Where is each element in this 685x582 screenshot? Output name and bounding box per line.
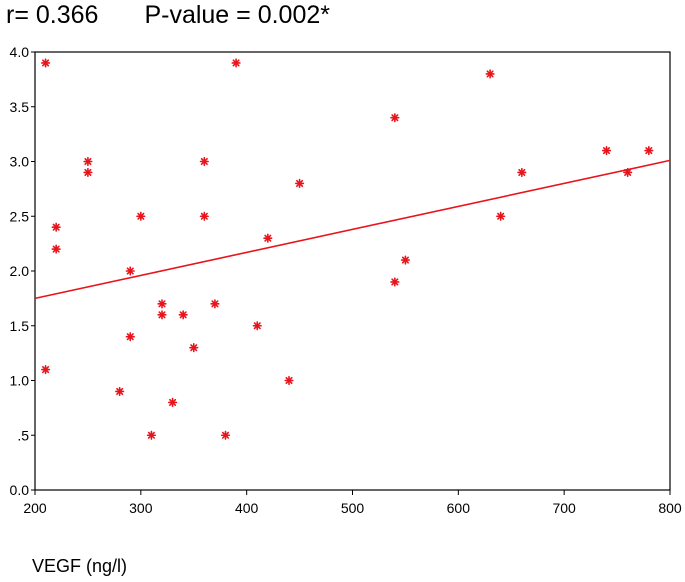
y-tick-label: .5 [17,427,29,443]
x-axis-label: VEGF (ng/l) [32,556,128,576]
x-tick-label: 500 [341,500,365,516]
data-point-asterisk [644,145,654,156]
data-point-asterisk [115,386,125,397]
data-point-asterisk [220,430,231,440]
x-tick-label: 600 [447,500,471,516]
y-tick-label: 1.5 [10,318,30,334]
data-point-asterisk [496,211,506,221]
x-axis: 200 300 400 500 600 700 800 [23,490,682,516]
data-point-asterisk [51,222,61,232]
data-point-asterisk [157,299,167,309]
data-point-asterisk [146,430,157,440]
data-point-asterisk [284,375,294,386]
y-tick-label: 3.0 [10,154,30,170]
data-point-asterisk [390,277,400,287]
data-point-asterisk [51,244,61,254]
data-point-asterisk [83,167,93,178]
y-tick-label: 4.0 [10,44,30,60]
regression-line [34,159,671,300]
data-point-asterisk [485,69,495,79]
data-point-asterisk [231,58,241,68]
data-point-asterisk [623,167,633,178]
y-tick-label: 2.0 [10,263,30,279]
data-point-asterisk [210,299,220,309]
data-point-asterisk [400,255,411,265]
x-tick-label: 400 [235,500,259,516]
data-point-asterisk [199,211,209,221]
y-tick-label: 3.5 [10,99,30,115]
data-point-asterisk [125,266,135,276]
data-point-asterisk [40,58,51,68]
data-point-asterisk [167,397,178,408]
data-point-asterisk [83,156,93,167]
data-point-asterisk [178,310,188,320]
x-tick-label: 200 [23,500,47,516]
correlation-label: r= 0.366 [6,1,99,29]
chart-title: r= 0.366 P-value = 0.002* [6,0,376,32]
data-point-asterisk [263,233,273,243]
y-axis: 0.0 .5 1.0 1.5 2.0 2.5 3.0 3.5 4.0 [10,44,35,498]
x-tick-label: 300 [129,500,153,516]
data-point-asterisk [189,343,199,353]
data-point-asterisk [157,310,167,320]
y-tick-label: 1.0 [10,373,30,389]
data-points [40,58,654,440]
y-tick-label: 2.5 [10,208,30,224]
x-tick-label: 700 [552,500,576,516]
data-point-asterisk [252,321,262,331]
x-tick-label: 800 [658,500,682,516]
data-point-asterisk [294,178,305,188]
data-point-asterisk [517,167,527,178]
data-point-asterisk [125,332,135,342]
data-point-asterisk [390,113,400,123]
data-point-asterisk [40,364,51,375]
p-value-label: P-value = 0.002* [144,1,330,29]
y-tick-label: 0.0 [10,482,30,498]
data-point-asterisk [601,145,612,156]
trendline-group [34,159,671,300]
data-point-asterisk [199,156,209,167]
data-point-asterisk [136,211,146,221]
